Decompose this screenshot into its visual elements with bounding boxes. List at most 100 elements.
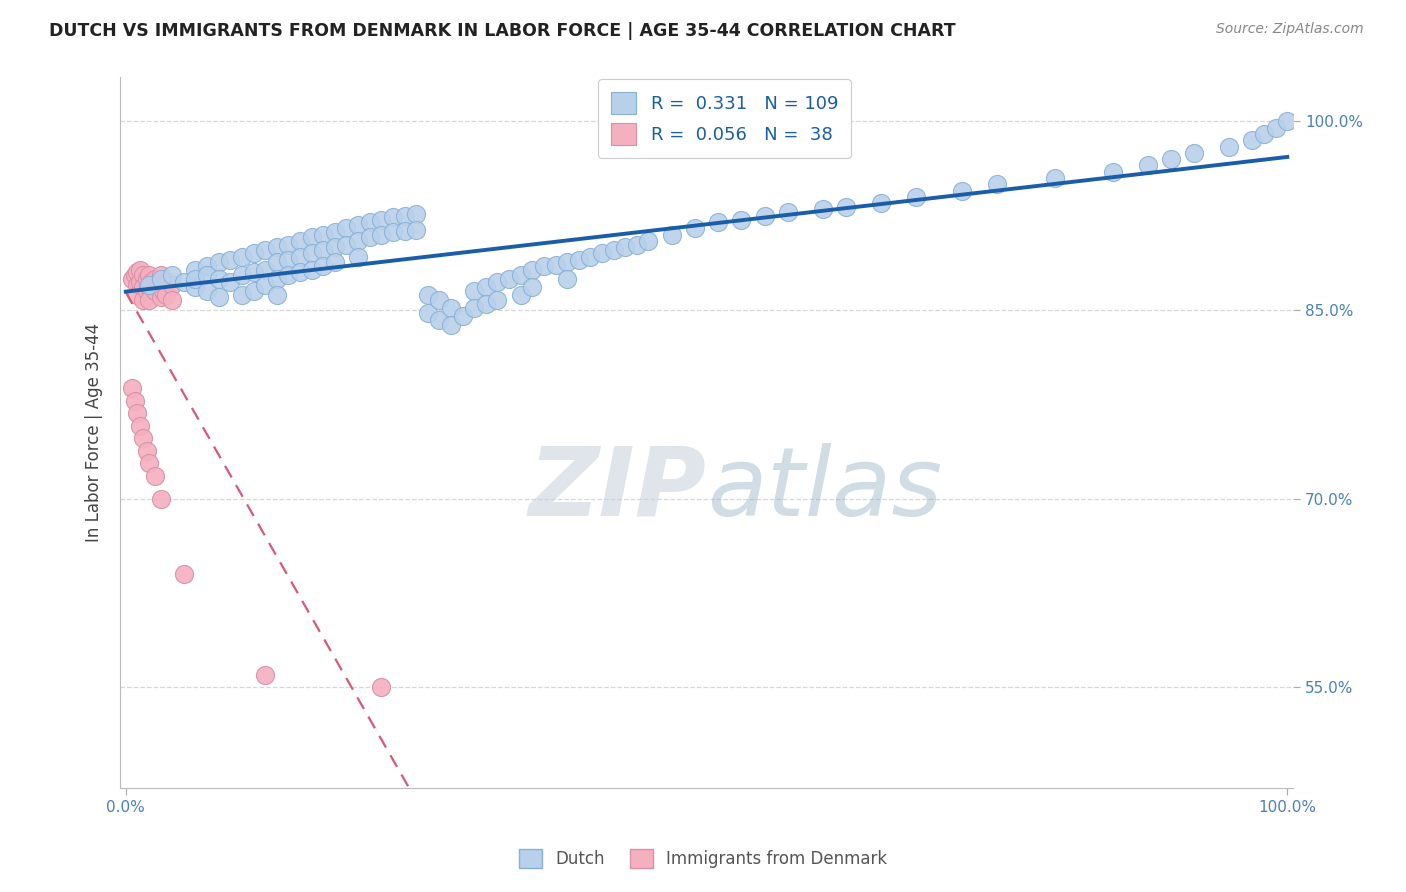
Point [288,250,311,264]
Point [138,268,160,282]
Point [416,305,439,319]
Point [266,240,288,254]
Point [208,271,231,285]
Point [231,250,253,264]
Point [121,381,143,395]
Point [522,262,544,277]
Legend: R =  0.331   N = 109, R =  0.056   N =  38: R = 0.331 N = 109, R = 0.056 N = 38 [598,79,851,158]
Point [602,243,624,257]
Point [138,277,160,292]
Point [486,293,509,307]
Point [405,222,427,236]
Point [132,431,155,445]
Point [127,288,149,302]
Point [288,265,311,279]
Point [440,318,463,332]
Point [869,196,891,211]
Point [381,225,404,239]
Point [359,230,381,244]
Point [184,271,207,285]
Point [277,252,299,267]
Point [173,276,195,290]
Point [208,255,231,269]
Point [132,293,155,307]
Point [463,284,485,298]
Point [707,215,730,229]
Point [132,280,155,294]
Point [950,184,973,198]
Point [811,202,834,217]
Point [347,250,370,264]
Point [475,297,498,311]
Point [301,230,323,244]
Point [143,271,166,285]
Point [135,284,157,298]
Point [1241,133,1264,147]
Text: atlas: atlas [707,443,942,536]
Point [475,280,498,294]
Point [195,259,218,273]
Point [132,268,155,282]
Point [149,268,172,282]
Point [429,313,451,327]
Point [904,190,927,204]
Point [149,271,172,285]
Point [323,240,346,254]
Point [347,218,370,232]
Point [208,290,231,304]
Point [242,246,264,260]
Point [776,205,799,219]
Point [219,252,242,267]
Text: Source: ZipAtlas.com: Source: ZipAtlas.com [1216,22,1364,37]
Point [533,259,555,273]
Point [591,246,613,260]
Point [138,457,160,471]
Point [1160,152,1182,166]
Point [124,393,146,408]
Point [440,301,463,315]
Point [835,200,858,214]
Point [138,280,160,294]
Point [1182,145,1205,160]
Point [173,567,195,582]
Point [124,268,146,282]
Point [522,280,544,294]
Point [730,212,752,227]
Point [301,262,323,277]
Point [486,276,509,290]
Point [544,258,567,272]
Point [381,210,404,224]
Point [370,227,392,242]
Point [184,280,207,294]
Point [323,255,346,269]
Point [416,288,439,302]
Point [160,277,183,292]
Point [143,284,166,298]
Point [301,246,323,260]
Point [614,240,637,254]
Point [143,469,166,483]
Point [335,237,357,252]
Point [429,293,451,307]
Point [509,268,531,282]
Point [579,250,602,264]
Point [160,268,183,282]
Point [254,667,277,681]
Point [266,255,288,269]
Point [155,276,177,290]
Point [312,243,335,257]
Point [219,276,242,290]
Point [160,293,183,307]
Point [195,268,218,282]
Point [1218,139,1240,153]
Point [128,418,150,433]
Point [127,277,149,292]
Point [394,209,416,223]
Point [184,262,207,277]
Point [394,224,416,238]
Point [231,268,253,282]
Point [149,491,172,506]
Point [1043,171,1066,186]
Point [266,288,288,302]
Point [127,406,149,420]
